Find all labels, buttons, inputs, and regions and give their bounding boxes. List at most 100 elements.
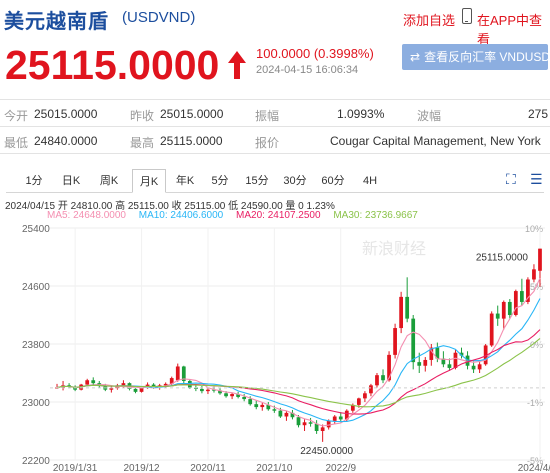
candle-body [344, 410, 349, 420]
candle-body [163, 383, 168, 386]
stats-row-1: 今开 25015.0000 昨收 25015.0000 振幅 1.0993% 波… [0, 100, 550, 127]
y-tick-label: 22200 [22, 456, 50, 467]
candle-body [495, 313, 500, 319]
symbol-code: (USDVND) [122, 9, 196, 26]
candle-body [350, 404, 355, 411]
candle-body [326, 420, 331, 428]
y-tick-label: 23000 [22, 398, 50, 409]
current-price: 25115.0000 [5, 42, 220, 88]
ma10-value: MA10: 24406.6000 [138, 210, 224, 221]
pct-tick-label: 0% [530, 340, 543, 350]
candle-body [218, 390, 222, 394]
high-label: 最高 [130, 136, 155, 150]
candle-body [308, 422, 313, 424]
candle-body [375, 375, 379, 386]
pct-tick-label: -5% [527, 456, 543, 466]
ma5-value: MA5: 24648.0000 [47, 210, 126, 221]
tab-30min[interactable]: 30分 [283, 175, 307, 187]
tab-4h[interactable]: 4H [362, 175, 378, 187]
fluctuation-value: 275 [528, 107, 549, 121]
quote-timestamp: 2024-04-15 16:06:34 [256, 64, 359, 76]
ma20-line [56, 329, 541, 415]
max-price-label: 25115.0000 [476, 253, 529, 264]
candle-info-line: 2024/04/15 开 24810.00 高 25115.00 收 25115… [5, 201, 335, 212]
candle-body [278, 410, 283, 417]
tab-yearly[interactable]: 年K [175, 175, 195, 187]
reverse-rate-button[interactable]: ⇄ 查看反向汇率 VNDUSD [402, 44, 548, 70]
reverse-rate-label: 查看反向汇率 VNDUSD [424, 50, 548, 64]
candle-body [302, 422, 307, 426]
y-tick-label: 23800 [22, 340, 50, 351]
candle-body [320, 427, 325, 431]
candle-body [200, 388, 204, 392]
tab-weekly[interactable]: 周K [99, 175, 119, 187]
candle-body [538, 248, 542, 271]
candle-body [441, 358, 446, 365]
candle-body [109, 388, 114, 390]
candle-body [381, 375, 385, 381]
tab-1min[interactable]: 1分 [25, 175, 43, 187]
arrow-up-icon [228, 51, 246, 79]
header: 美元越南盾 (USDVND) 添加自选 在APP中查看 [0, 0, 550, 47]
fullscreen-icon[interactable]: ⛶ [506, 171, 516, 187]
candle-body [139, 387, 144, 392]
candle-body [338, 416, 343, 420]
candle-body [314, 423, 319, 431]
candle-body [465, 355, 470, 366]
open-value: 25015.0000 [34, 107, 98, 121]
candle-body [296, 417, 301, 426]
y-tick-label: 24600 [22, 282, 50, 293]
ma20-value: MA20: 24107.2500 [236, 210, 321, 221]
candle-body [417, 362, 422, 366]
candle-body [175, 366, 180, 381]
ma30-line [56, 337, 541, 408]
candle-body [212, 389, 216, 391]
candle-body [453, 352, 458, 368]
tab-15min[interactable]: 15分 [245, 175, 269, 187]
candle-body [121, 383, 126, 386]
ma5-line [56, 277, 541, 427]
candle-body [363, 393, 367, 399]
candle-body [242, 396, 247, 400]
swap-icon: ⇄ [410, 50, 421, 64]
candle-body [423, 359, 428, 366]
stats-row-2: 最低 24840.0000 最高 25115.0000 报价 Cougar Ca… [0, 127, 550, 154]
candle-body [447, 364, 452, 368]
candle-body [411, 318, 416, 363]
tab-60min[interactable]: 60分 [321, 175, 345, 187]
tab-daily[interactable]: 日K [61, 175, 81, 187]
tab-5min[interactable]: 5分 [211, 175, 229, 187]
fluctuation-label: 波幅 [417, 109, 442, 123]
x-tick-label: 2019/1/31 [53, 463, 98, 473]
price-change: 100.0000 (0.3998%) [256, 46, 374, 61]
x-tick-label: 2020/11 [190, 463, 226, 473]
quote-stats-table: 今开 25015.0000 昨收 25015.0000 振幅 1.0993% 波… [0, 99, 550, 154]
phone-icon[interactable] [462, 8, 472, 24]
add-watchlist-link[interactable]: 添加自选 [403, 13, 456, 28]
candle-body [489, 313, 494, 346]
candle-body [471, 365, 476, 370]
open-label: 今开 [4, 109, 29, 123]
amplitude-label: 振幅 [255, 109, 280, 123]
view-in-app-link[interactable]: 在APP中查看 [477, 13, 543, 47]
candle-body [513, 291, 518, 315]
min-price-label: 22450.0000 [300, 446, 353, 457]
menu-icon[interactable]: ☰ [530, 171, 543, 187]
tab-monthly[interactable]: 月K [132, 169, 166, 193]
candle-body [459, 352, 464, 356]
low-value: 24840.0000 [34, 134, 98, 148]
candle-body [133, 388, 138, 392]
chart-period-tabs: 1分 日K 周K 月K 年K 5分 15分 30分 60分 4H ⛶ ☰ [6, 169, 544, 193]
low-label: 最低 [4, 136, 29, 150]
candle-body [248, 399, 253, 405]
candle-body [91, 380, 96, 384]
candle-body [519, 291, 524, 302]
candle-body [290, 412, 295, 418]
candle-body [532, 269, 536, 280]
x-tick-label: 2019/12 [123, 463, 160, 473]
candle-body [272, 409, 277, 411]
x-tick-label: 2021/10 [256, 463, 293, 473]
candle-body [526, 279, 530, 302]
candle-body [85, 380, 90, 385]
